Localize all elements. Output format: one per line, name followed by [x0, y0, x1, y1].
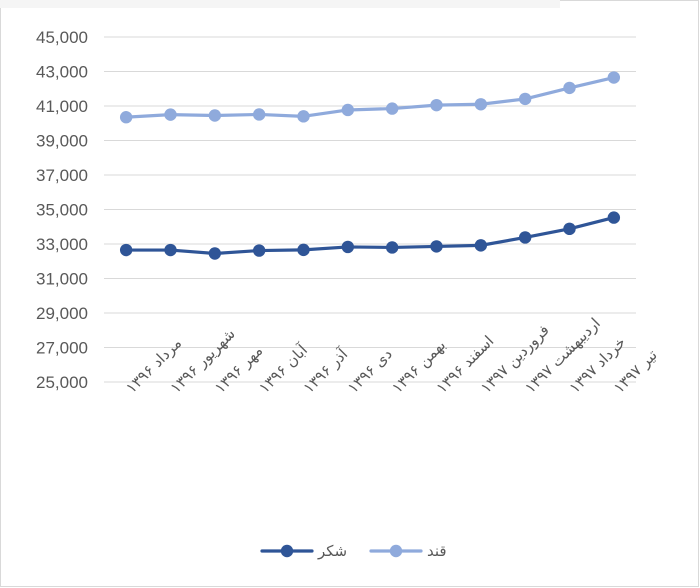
y-tick-label: 31,000: [36, 270, 88, 289]
series-line-1: [124, 75, 616, 119]
y-tick-label: 25,000: [36, 373, 88, 392]
data-point-1-2: [208, 109, 222, 122]
y-tick-label: 27,000: [36, 339, 88, 358]
data-point-1-11: [607, 71, 621, 84]
data-point-0-10: [563, 222, 576, 236]
y-tick-label: 29,000: [36, 304, 88, 323]
series-group: [119, 71, 621, 260]
y-tick-label: 41,000: [36, 97, 88, 116]
y-tick-label: 35,000: [36, 201, 88, 220]
data-point-1-0: [119, 111, 133, 124]
data-point-0-6: [385, 241, 399, 254]
data-point-1-5: [341, 103, 355, 117]
y-tick-label: 39,000: [36, 132, 88, 151]
gridlines: [104, 36, 636, 383]
legend-label-1: قند: [427, 542, 447, 560]
data-point-1-1: [164, 108, 177, 121]
y-tick-label: 43,000: [36, 63, 88, 82]
data-point-1-7: [430, 98, 443, 112]
data-point-0-3: [252, 244, 266, 257]
data-point-1-9: [518, 92, 532, 106]
data-point-1-8: [474, 98, 488, 111]
data-point-0-8: [474, 239, 488, 252]
data-point-0-0: [119, 243, 133, 257]
data-point-0-2: [208, 247, 222, 260]
legend-label-0: شکر: [317, 542, 347, 560]
legend: شکر قند: [260, 542, 447, 560]
y-tick-label: 33,000: [36, 235, 88, 254]
data-point-0-9: [518, 231, 532, 244]
top-strip: [0, 0, 560, 8]
y-tick-label: 37,000: [36, 166, 88, 185]
data-point-1-3: [252, 108, 266, 121]
y-tick-label: 45,000: [36, 28, 88, 47]
series-line-0: [124, 216, 616, 256]
data-point-0-4: [297, 243, 310, 257]
data-point-1-10: [563, 81, 576, 95]
legend-marker-1: [389, 544, 403, 558]
legend-marker-0: [280, 544, 294, 558]
data-point-0-1: [164, 243, 177, 257]
data-point-0-5: [341, 240, 355, 254]
data-point-1-4: [297, 110, 310, 123]
data-point-0-7: [430, 240, 443, 253]
x-tick-label: دی ۱۳۹۶: [344, 345, 396, 397]
data-point-1-6: [385, 102, 399, 115]
data-point-0-11: [607, 211, 621, 224]
y-axis-tick-labels: 25,000 27,000 29,000 31,000 33,000 35,000 37,0…: [36, 28, 88, 392]
